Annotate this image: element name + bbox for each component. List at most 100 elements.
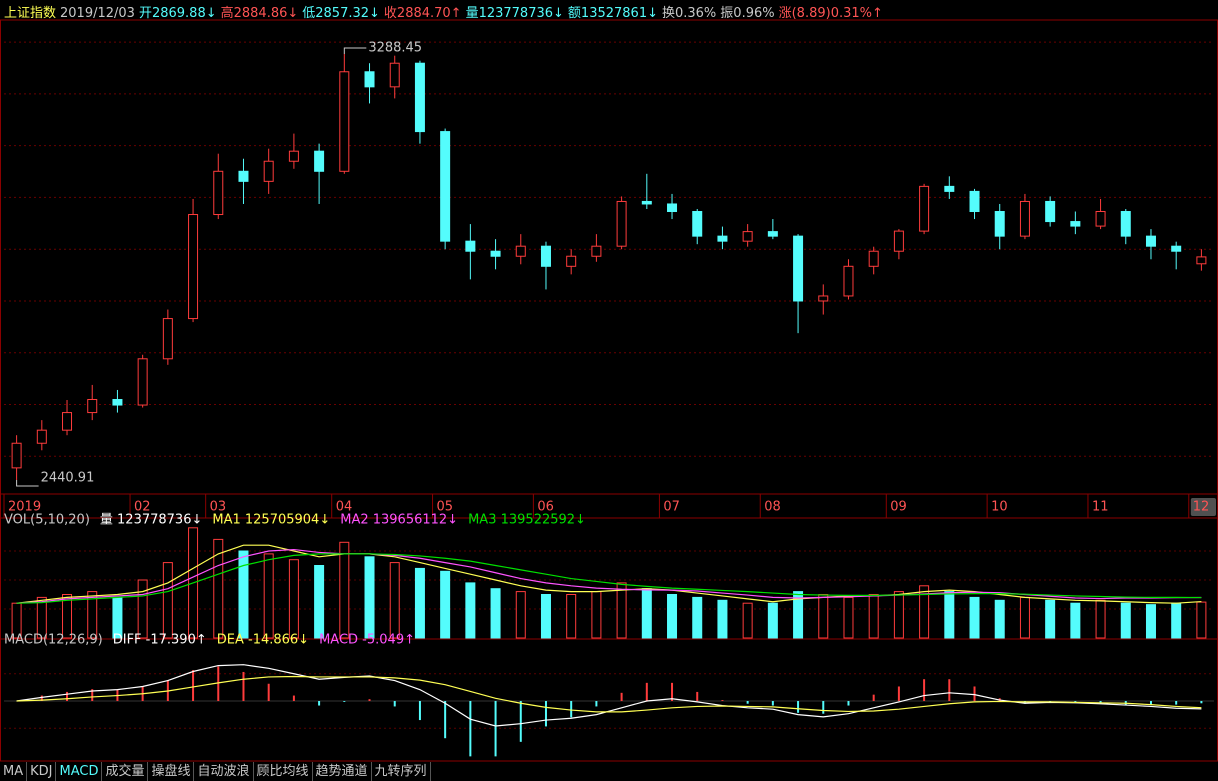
candle-body — [1070, 221, 1081, 227]
quote-field: 量123778736↓ — [465, 6, 564, 21]
volume-bar — [1171, 602, 1182, 639]
indicator-tab[interactable]: KDJ — [27, 762, 57, 781]
volume-bar — [818, 594, 829, 639]
candle-body — [263, 160, 274, 182]
candle-body — [314, 150, 325, 172]
x-tick-label: 05 — [437, 500, 454, 515]
candle-body — [288, 150, 299, 162]
candle-body — [717, 235, 728, 242]
indicator-tab[interactable]: 九转序列 — [372, 762, 431, 781]
volume-bar — [868, 594, 879, 639]
volume-bar — [389, 562, 400, 639]
quote-field: 开2869.88↓ — [138, 6, 217, 21]
candle-body — [490, 250, 501, 257]
quote-field: 收2884.70↑ — [383, 6, 462, 21]
candle-body — [414, 62, 425, 133]
volume-bar — [263, 553, 274, 639]
volume-bar — [591, 591, 602, 639]
candle-body — [540, 245, 551, 267]
volume-bar — [767, 602, 778, 639]
candle-body — [843, 265, 854, 297]
min-label: 2440.91 — [41, 470, 95, 485]
volume-bar — [414, 567, 425, 639]
legend-entry: MACD -5.049↑ — [319, 633, 415, 648]
volume-bar — [919, 585, 930, 639]
candle-body — [818, 295, 829, 302]
indicator-tab[interactable]: 成交量 — [102, 762, 149, 781]
indicator-tab[interactable]: MA — [0, 762, 28, 781]
indicator-tab[interactable]: 自动波浪 — [194, 762, 254, 781]
volume-bar — [793, 591, 804, 639]
legend-entry: DIFF -17.390↑ — [113, 633, 207, 648]
candle-body — [893, 230, 904, 252]
candle-body — [87, 399, 98, 414]
candle-body — [641, 200, 652, 205]
max-label: 3288.45 — [368, 40, 422, 55]
x-tick-label: 12 — [1193, 500, 1210, 515]
candle-body — [137, 358, 148, 406]
candle-body — [515, 245, 526, 257]
volume-bar — [515, 591, 526, 639]
volume-bar — [742, 602, 753, 639]
legend-entry: 量 123778736↓ — [100, 513, 202, 528]
candle-body — [566, 255, 577, 267]
x-tick-label: 03 — [210, 500, 227, 515]
candle-body — [591, 245, 602, 257]
quote-field: 高2884.86↓ — [220, 6, 299, 21]
candle-body — [162, 318, 173, 360]
volume-bar — [1145, 604, 1156, 639]
indicator-line — [16, 553, 1202, 604]
indicator-tab[interactable]: 顾比均线 — [254, 762, 313, 781]
candle-body — [944, 185, 955, 192]
candle-body — [238, 170, 249, 182]
candle-body — [1095, 211, 1106, 227]
volume-bar — [944, 591, 955, 639]
candle-body — [1171, 245, 1182, 252]
x-tick-label: 04 — [336, 500, 353, 515]
volume-bar — [1120, 602, 1131, 639]
indicator-tabs: MA KDJ MACD 成交量 操盘线 自动波浪 顾比均线 趋势通道 九转序列 — [0, 762, 431, 781]
candle-body — [994, 211, 1005, 237]
quote-field: 2019/12/03 — [60, 6, 135, 21]
candle-body — [339, 71, 350, 172]
volume-bar — [36, 596, 47, 639]
quote-field: 低2857.32↓ — [302, 6, 380, 21]
legend-entry: MA3 139522592↓ — [468, 513, 586, 528]
volume-bar — [717, 599, 728, 639]
quote-header: 上证指数 2019/12/03 开2869.88↓ 高2884.86↓ 低2857.32… — [4, 2, 887, 21]
candle-body — [440, 131, 451, 242]
candle-body — [1196, 256, 1207, 265]
candle-body — [793, 235, 804, 302]
candle-body — [188, 214, 199, 320]
volume-bar — [641, 588, 652, 639]
indicator-tab[interactable]: 趋势通道 — [313, 762, 372, 781]
volume-bar — [288, 559, 299, 639]
volume-bar — [1196, 601, 1207, 639]
volume-bar — [213, 538, 224, 639]
volume-bar — [893, 591, 904, 639]
volume-bar — [87, 591, 98, 639]
volume-bar — [1045, 599, 1056, 639]
x-tick-label: 08 — [764, 500, 781, 515]
legend-entry: MA1 125705904↓ — [212, 513, 330, 528]
x-tick-label: 11 — [1092, 500, 1109, 515]
candle-body — [868, 250, 879, 267]
candle-body — [919, 185, 930, 232]
candle-body — [112, 399, 123, 406]
quote-field: 涨(8.89)0.31%↑ — [778, 6, 883, 21]
indicator-tab[interactable]: 操盘线 — [148, 762, 195, 781]
candle-body — [1019, 200, 1030, 237]
x-tick-label: 09 — [890, 500, 907, 515]
candle-body — [36, 429, 47, 444]
candle-body — [1120, 211, 1131, 237]
volume-bar — [1019, 596, 1030, 639]
volume-bar — [969, 596, 980, 639]
x-tick-label: 10 — [991, 500, 1008, 515]
volume-bar — [490, 588, 501, 639]
min-marker — [16, 479, 39, 487]
candle-body — [692, 211, 703, 237]
candle-body — [389, 62, 400, 88]
indicator-tab[interactable]: MACD — [56, 762, 103, 781]
indicator-line — [16, 675, 1202, 713]
volume-bar — [314, 565, 325, 639]
